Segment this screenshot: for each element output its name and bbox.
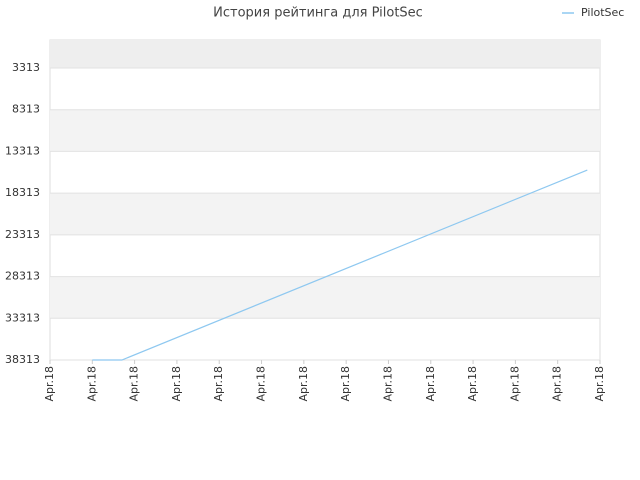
data-line <box>92 169 588 361</box>
legend-label: PilotSec <box>581 6 624 19</box>
y-tick-label: 38313 <box>5 353 40 366</box>
x-tick-label: Apr.18 <box>212 366 225 402</box>
x-tick-label: Apr.18 <box>85 366 98 402</box>
y-tick-label: 23313 <box>5 228 40 241</box>
x-tick-label: Apr.18 <box>593 366 606 402</box>
x-tick-label: Apr.18 <box>339 366 352 402</box>
y-tick-label: 18313 <box>5 186 40 199</box>
grid-band <box>50 276 600 319</box>
x-tick-label: Apr.18 <box>551 366 564 402</box>
x-tick-label: Apr.18 <box>43 366 56 402</box>
x-tick-label: Apr.18 <box>508 366 521 402</box>
y-tick-label: 8313 <box>12 103 40 116</box>
grid-band <box>50 109 600 152</box>
y-tick-label: 3313 <box>12 61 40 74</box>
y-tick-label: 33313 <box>5 311 40 324</box>
x-tick-label: Apr.18 <box>170 366 183 402</box>
x-tick-label: Apr.18 <box>381 366 394 402</box>
x-tick-label: Apr.18 <box>255 366 268 402</box>
x-tick-label: Apr.18 <box>297 366 310 402</box>
x-tick-label: Apr.18 <box>128 366 141 402</box>
grid-band <box>50 193 600 235</box>
y-tick-label: 28313 <box>5 270 40 283</box>
y-tick-label: 13313 <box>5 144 40 157</box>
x-tick-label: Apr.18 <box>466 366 479 402</box>
grid-band <box>50 40 600 68</box>
chart-title: История рейтинга для PilotSec <box>213 6 423 21</box>
x-tick-label: Apr.18 <box>424 366 437 402</box>
